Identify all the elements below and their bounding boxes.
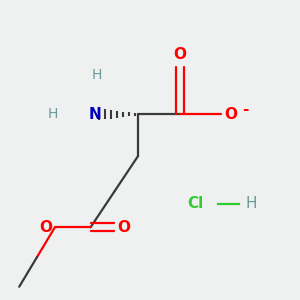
Text: Cl: Cl <box>187 196 203 211</box>
Text: N: N <box>88 107 101 122</box>
Text: O: O <box>173 47 186 62</box>
Text: H: H <box>91 68 102 82</box>
Text: H: H <box>47 107 58 121</box>
Text: O: O <box>39 220 52 235</box>
Text: H: H <box>245 196 256 211</box>
Text: -: - <box>242 102 248 117</box>
Text: O: O <box>224 107 237 122</box>
Text: O: O <box>117 220 130 235</box>
